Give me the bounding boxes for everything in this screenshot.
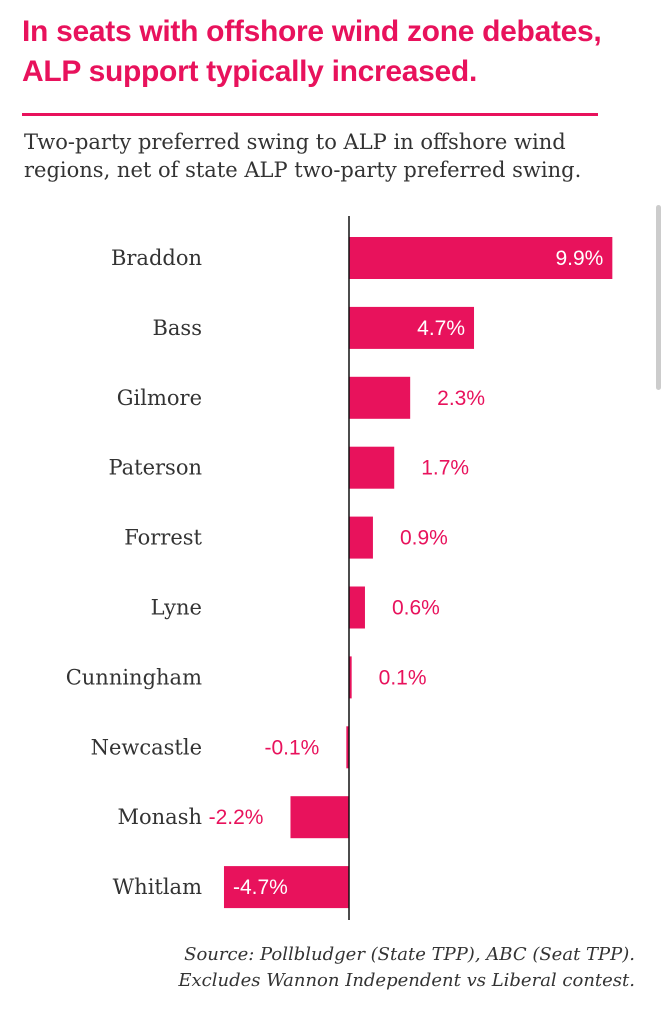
source-note: Source: Pollbludger (State TPP), ABC (Se… bbox=[15, 942, 635, 994]
category-label: Gilmore bbox=[117, 386, 202, 410]
bar-forrest bbox=[349, 516, 373, 559]
category-label: Lyne bbox=[151, 596, 202, 620]
value-label: -2.2% bbox=[209, 806, 264, 829]
category-label: Cunningham bbox=[66, 665, 202, 689]
title-line-2: ALP support typically increased. bbox=[22, 55, 477, 88]
subtitle-line-2: regions, net of state ALP two-party pref… bbox=[24, 158, 582, 182]
bar-braddon bbox=[349, 237, 613, 279]
title-divider bbox=[22, 113, 598, 116]
value-label: 4.7% bbox=[417, 317, 465, 340]
chart-title: In seats with offshore wind zone debates… bbox=[22, 12, 642, 92]
value-label: -0.1% bbox=[264, 736, 319, 759]
bar-bass bbox=[349, 306, 475, 349]
category-label: Paterson bbox=[108, 456, 202, 480]
value-label: 2.3% bbox=[437, 387, 485, 410]
bar-chart: Braddon 9.9% Bass 4.7% Gilmore 2.3% Paterson 1.… bbox=[66, 216, 613, 920]
bar-whitlam bbox=[223, 866, 349, 909]
value-label: 0.6% bbox=[392, 597, 440, 620]
value-label: 1.7% bbox=[421, 457, 469, 480]
bar-gilmore bbox=[349, 376, 411, 419]
value-label: 0.1% bbox=[379, 666, 427, 689]
subtitle-line-1: Two-party preferred swing to ALP in offs… bbox=[24, 130, 566, 154]
bar-newcastle bbox=[346, 726, 349, 769]
category-label: Newcastle bbox=[91, 735, 202, 759]
scrollbar-thumb[interactable] bbox=[656, 205, 661, 390]
bar-monash bbox=[290, 796, 349, 839]
source-line-1: Source: Pollbludger (State TPP), ABC (Se… bbox=[184, 944, 635, 965]
category-label: Forrest bbox=[124, 526, 202, 550]
category-label: Whitlam bbox=[113, 875, 203, 899]
source-line-2: Excludes Wannon Independent vs Liberal c… bbox=[178, 970, 635, 991]
bar-paterson bbox=[349, 446, 395, 489]
chart-subtitle: Two-party preferred swing to ALP in offs… bbox=[24, 128, 644, 184]
category-label: Braddon bbox=[111, 246, 202, 270]
category-label: Bass bbox=[152, 316, 202, 340]
bar-cunningham bbox=[349, 656, 352, 699]
bar-lyne bbox=[349, 586, 365, 629]
value-label: -4.7% bbox=[233, 876, 288, 899]
title-line-1: In seats with offshore wind zone debates… bbox=[22, 15, 602, 48]
value-label: 9.9% bbox=[555, 247, 603, 270]
category-label: Monash bbox=[118, 805, 203, 829]
value-label: 0.9% bbox=[400, 527, 448, 550]
